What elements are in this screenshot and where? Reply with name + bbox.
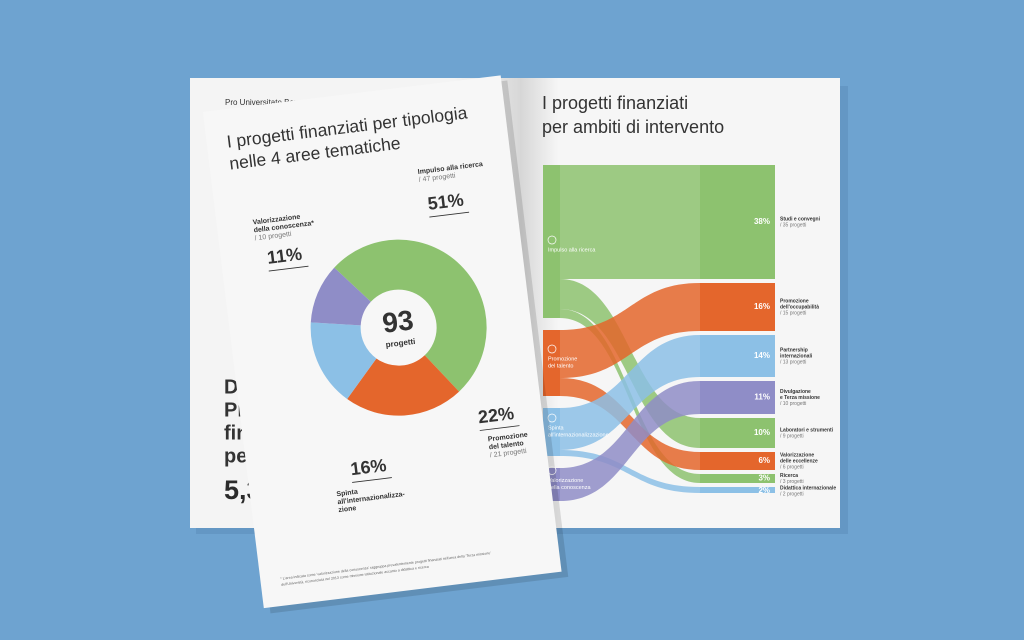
target-label: Studi e convegni	[780, 216, 821, 222]
flow	[560, 165, 700, 279]
target-count: / 9 progetti	[780, 433, 804, 439]
target-count: / 2 progetti	[780, 491, 804, 497]
target-label: Promozione	[780, 298, 809, 304]
segment-leader	[479, 425, 520, 431]
segment-count: / 47 progetti	[418, 172, 456, 184]
segment-count: / 10 progetti	[254, 231, 292, 243]
percent-label: 16%	[754, 302, 770, 311]
target-count: / 10 progetti	[780, 401, 806, 407]
percent-label: 10%	[754, 428, 770, 437]
donut-total: 93	[381, 304, 416, 339]
flow	[560, 283, 700, 378]
segment-leader	[429, 211, 470, 218]
target-label: internazionali	[780, 353, 813, 359]
source-icon	[547, 344, 557, 354]
percent-label: 14%	[754, 351, 770, 360]
target-label: Partnership	[780, 347, 808, 353]
donut-segment	[334, 239, 487, 392]
source-node	[543, 165, 560, 318]
header-text: Pro Universitate Bergomensi:	[225, 98, 329, 107]
target-label: e Terza missione	[780, 395, 820, 401]
source-label: della conoscenza	[548, 485, 591, 491]
donut-segment	[310, 322, 377, 400]
chart-title: per ambiti di intervento	[542, 117, 724, 137]
target-node	[700, 487, 775, 493]
flow	[560, 335, 700, 450]
target-label: Divulgazione	[780, 389, 811, 395]
target-label: dell'occupabilità	[780, 304, 819, 310]
percent-label: 6%	[758, 456, 770, 465]
percent-label: 38%	[754, 217, 770, 226]
target-node	[700, 335, 775, 377]
target-node	[700, 283, 775, 331]
target-node	[700, 165, 775, 279]
donut-segment	[310, 267, 371, 326]
source-label: Valorizzazione	[548, 478, 583, 484]
segment-count: / 21 progetti	[490, 448, 528, 460]
target-count: / 35 progetti	[780, 222, 806, 228]
percent-label: 11%	[754, 393, 770, 402]
segment-leader	[352, 477, 392, 483]
curl-sheet	[202, 75, 562, 609]
source-label: Impulso alla ricerca	[548, 247, 596, 253]
chart-title: I progetti finanziati	[542, 93, 688, 113]
segment-percent: 11%	[266, 244, 303, 268]
target-node	[700, 418, 775, 448]
percent-label: 3%	[758, 474, 770, 483]
percent-label: 2%	[758, 486, 770, 495]
source-label: Spinta	[548, 425, 565, 431]
target-node	[700, 474, 775, 483]
source-label: del talento	[548, 363, 573, 369]
segment-percent: 22%	[477, 403, 515, 427]
target-count: / 3 progetti	[780, 479, 804, 485]
target-node	[700, 381, 775, 414]
target-label: Ricerca	[780, 473, 798, 479]
segment-name: Promozione	[488, 432, 529, 444]
target-label: Laboratori e strumenti	[780, 427, 834, 433]
segment-name: del talento	[489, 440, 525, 451]
source-node	[543, 330, 560, 396]
donut-segment	[347, 355, 460, 416]
right-page-content: I progetti finanziati per ambiti di inter…	[542, 93, 836, 501]
flow	[560, 450, 700, 493]
target-count: / 6 progetti	[780, 464, 804, 470]
target-count: / 15 progetti	[780, 310, 806, 316]
source-icon	[547, 413, 557, 423]
segment-name: Spinta	[336, 489, 358, 499]
curled-page: I progetti finanziati per tipologianelle…	[202, 75, 569, 614]
donut-total-label: progetti	[385, 337, 416, 350]
source-icon	[547, 235, 557, 245]
segment-leader	[268, 265, 309, 272]
segment-percent: 16%	[349, 455, 387, 479]
target-label: delle eccellenze	[780, 458, 818, 464]
source-label: all'internazionalizzazione	[548, 432, 609, 438]
target-label: Valorizzazione	[780, 452, 814, 458]
flow	[560, 381, 700, 501]
target-label: Didattica internazionale	[780, 485, 836, 491]
target-node	[700, 452, 775, 470]
segment-percent: 51%	[427, 190, 465, 214]
source-label: Promozione	[548, 356, 577, 362]
target-count: / 13 progetti	[780, 359, 806, 365]
segment-name: zione	[338, 505, 357, 514]
